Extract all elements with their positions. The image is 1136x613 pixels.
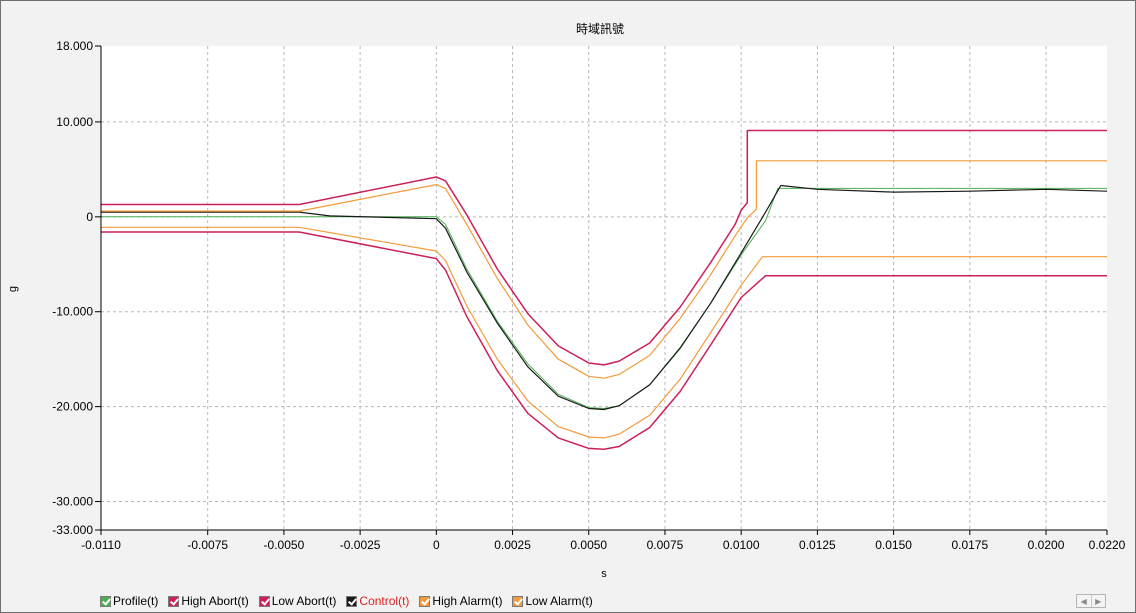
grid-lines <box>101 46 1107 530</box>
checkbox-icon[interactable] <box>346 595 358 607</box>
x-tick-label: 0.0050 <box>570 538 607 552</box>
legend-item-profile[interactable]: Profile(t) <box>100 594 158 608</box>
series-line-control <box>101 184 1108 411</box>
scroll-right-button[interactable]: ▶ <box>1090 595 1106 607</box>
x-tick-label: 0.0075 <box>647 538 684 552</box>
series-line-high-abort <box>101 129 1107 366</box>
x-tick-label: 0.0125 <box>799 538 836 552</box>
series-layer <box>101 129 1108 451</box>
legend-scroll-control: ◀ ▶ <box>1076 594 1106 608</box>
series-line-low-abort <box>101 231 1107 451</box>
plot-area[interactable] <box>101 46 1107 530</box>
legend-label: Low Alarm(t) <box>525 594 593 608</box>
y-tick-label: 10.000 <box>56 115 93 129</box>
checkbox-icon[interactable] <box>419 595 431 607</box>
checkbox-icon[interactable] <box>258 595 270 607</box>
x-tick-label: 0.0150 <box>875 538 912 552</box>
legend-label: Control(t) <box>359 594 410 608</box>
x-tick-label: 0.0200 <box>1028 538 1065 552</box>
x-tick-label: 0.0175 <box>951 538 988 552</box>
checkbox-icon[interactable] <box>168 595 180 607</box>
checkbox-icon[interactable] <box>512 595 524 607</box>
y-tick-label: -20.000 <box>52 400 93 414</box>
series-line-profile <box>101 187 1107 409</box>
x-tick-label: -0.0050 <box>264 538 305 552</box>
y-tick-label: -30.000 <box>52 495 93 509</box>
legend-item-low-alarm[interactable]: Low Alarm(t) <box>512 594 593 608</box>
legend-label: Profile(t) <box>113 594 159 608</box>
series-line-high-alarm <box>101 160 1107 379</box>
chart-title: 時域訊號 <box>576 21 624 36</box>
legend-item-high-abort[interactable]: High Abort(t) <box>168 594 249 608</box>
legend-item-high-alarm[interactable]: High Alarm(t) <box>419 594 502 608</box>
legend-label: High Alarm(t) <box>432 594 503 608</box>
x-tick-label: 0 <box>433 538 440 552</box>
scroll-left-button[interactable]: ◀ <box>1080 596 1087 606</box>
y-tick-label: -10.000 <box>52 305 93 319</box>
legend-label: Low Abort(t) <box>271 594 337 608</box>
x-tick-label: -0.0110 <box>81 538 121 552</box>
checkbox-icon[interactable] <box>100 595 111 607</box>
legend: Profile(t) High Abort(t) Low Abort(t) Contr… <box>100 592 593 610</box>
legend-item-low-abort[interactable]: Low Abort(t) <box>258 594 337 608</box>
y-tick-label: 0 <box>86 210 93 224</box>
y-axis-label: g <box>7 286 19 292</box>
axes: -0.0110 -0.0075 -0.0050 -0.0025 0 0.0025 0.005… <box>52 39 1125 552</box>
x-tick-label: 0.0220 <box>1089 538 1126 552</box>
x-tick-label: -0.0075 <box>187 538 228 552</box>
y-tick-label: -33.000 <box>52 523 93 537</box>
x-axis-label: s <box>601 568 607 580</box>
legend-item-control[interactable]: Control(t) <box>346 594 409 608</box>
x-tick-label: 0.0025 <box>494 538 531 552</box>
series-line-low-alarm <box>101 226 1107 439</box>
legend-label: High Abort(t) <box>181 594 249 608</box>
x-tick-label: -0.0025 <box>340 538 381 552</box>
y-tick-label: 18.000 <box>56 39 93 53</box>
x-tick-label: 0.0100 <box>723 538 760 552</box>
